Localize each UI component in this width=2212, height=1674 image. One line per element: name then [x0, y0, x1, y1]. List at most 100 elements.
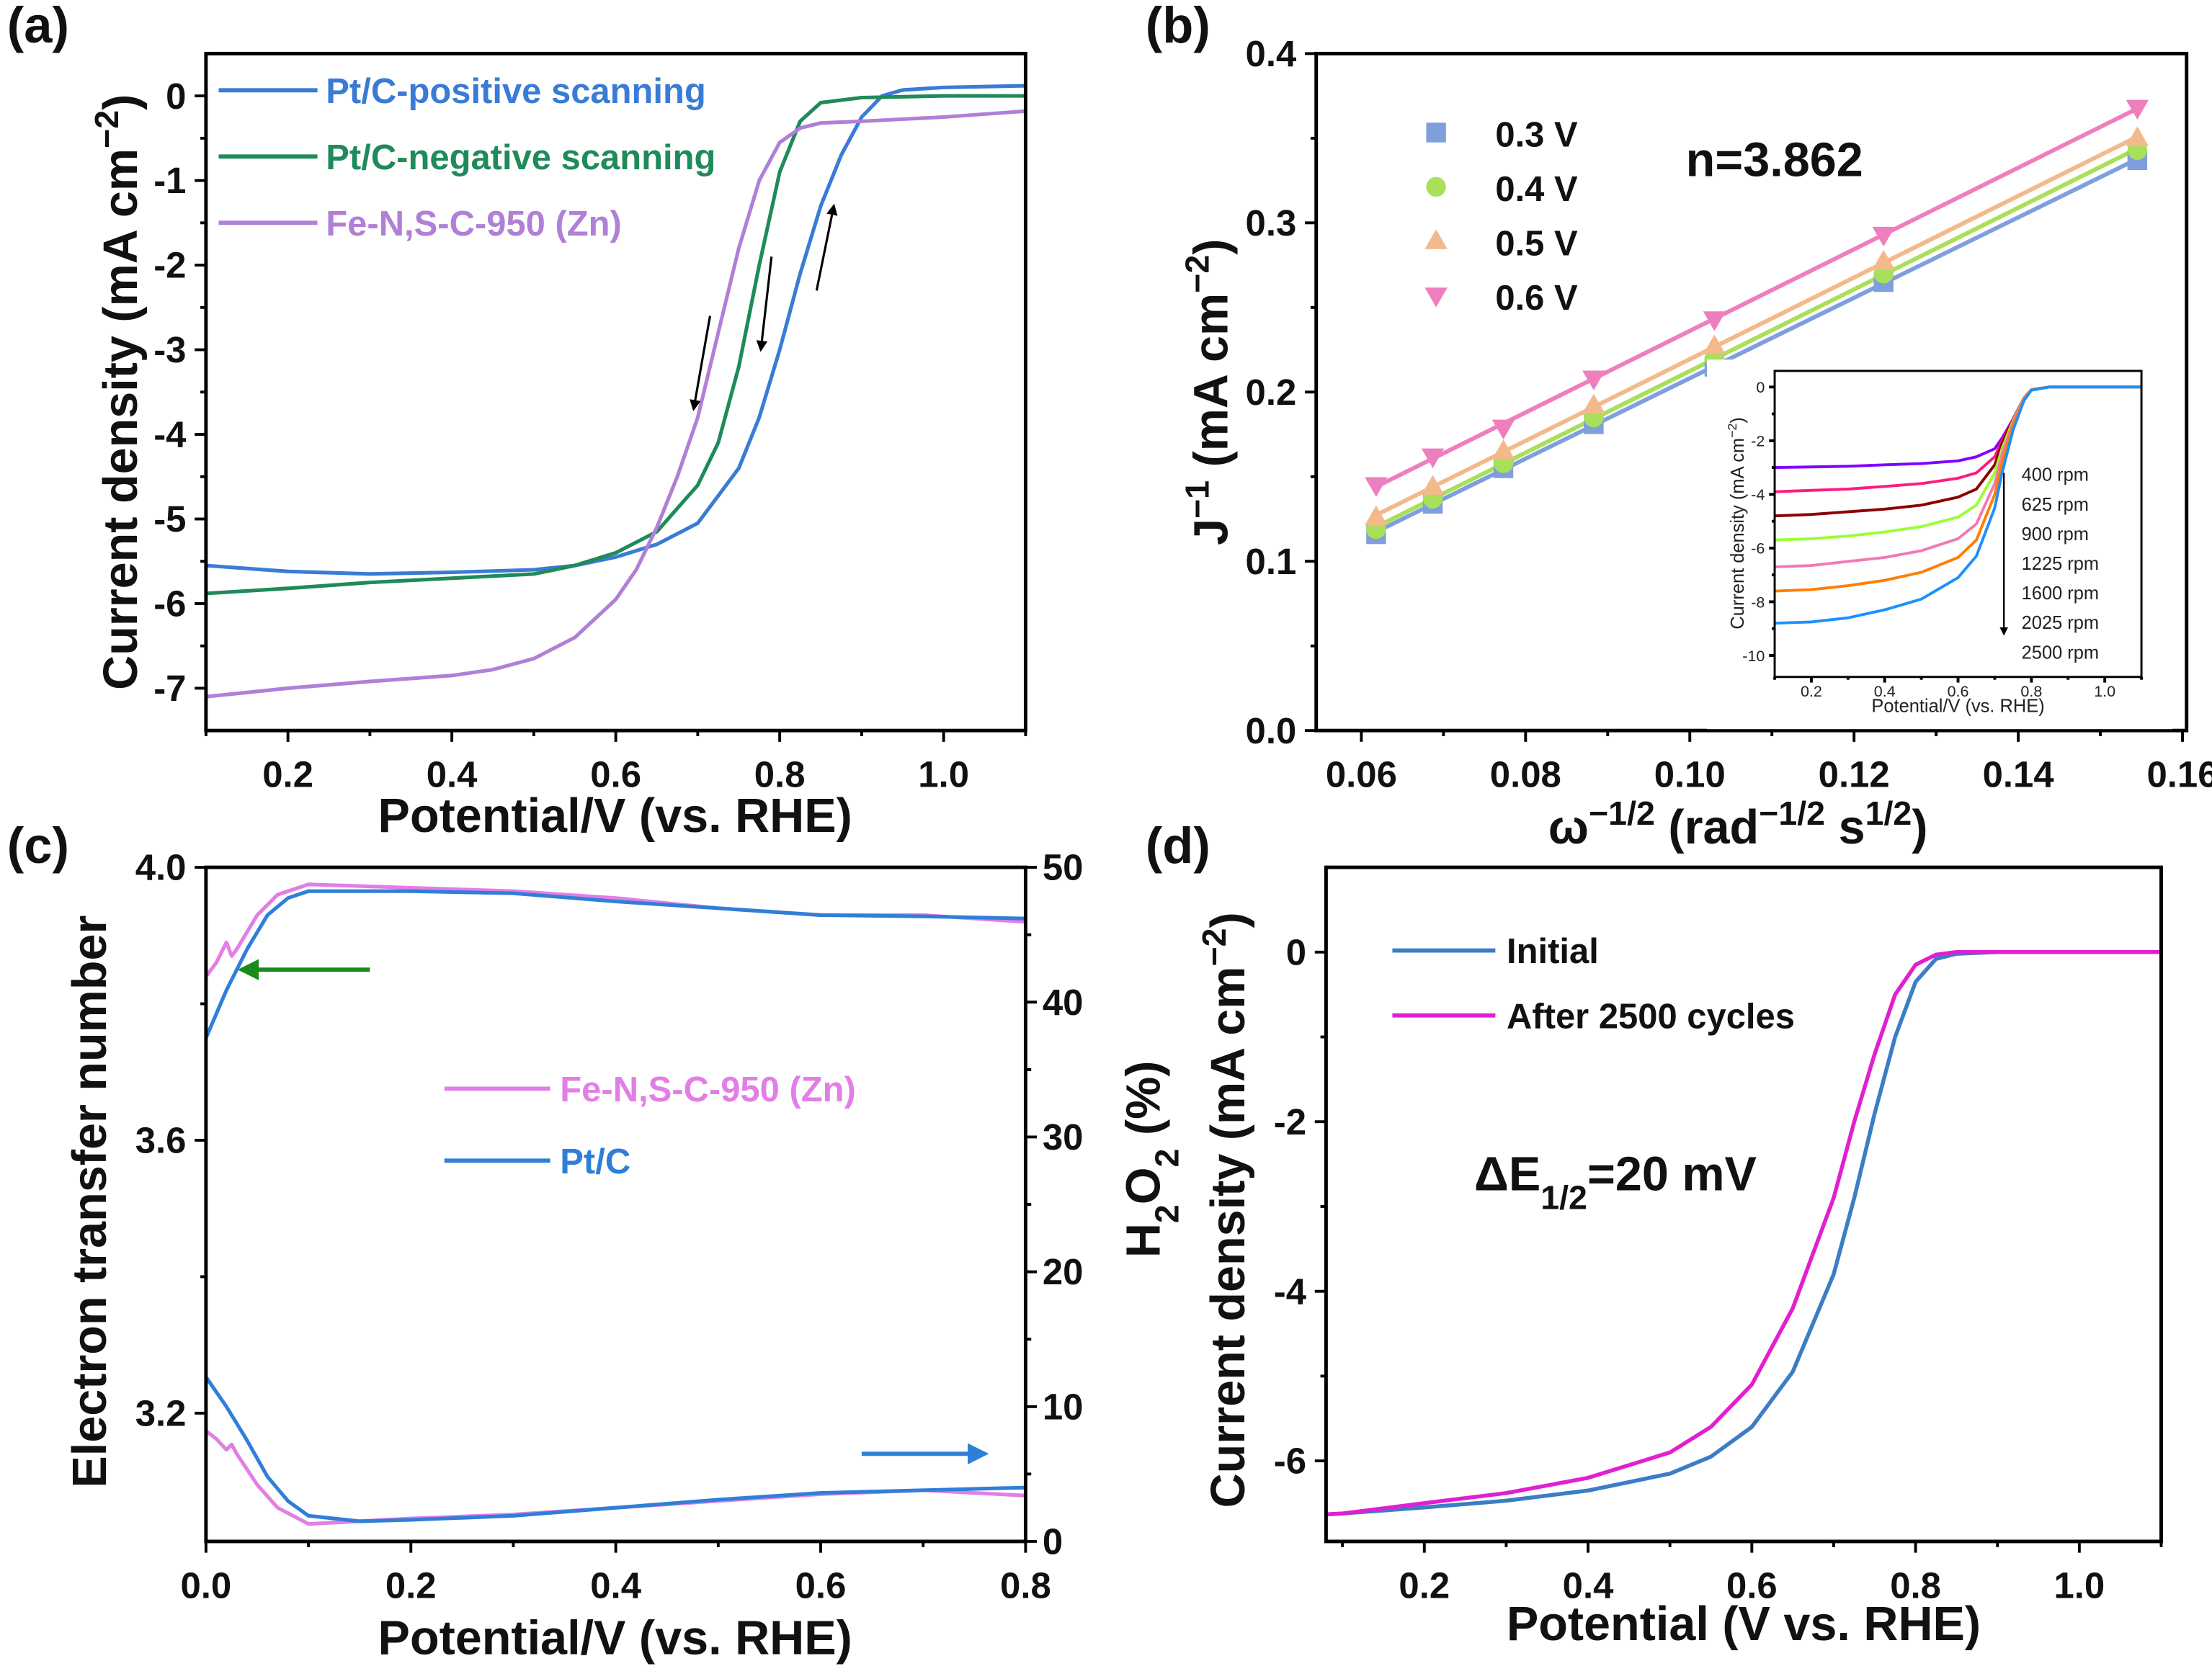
circle-marker: [1426, 176, 1446, 197]
x-tick-label: 0.2: [1801, 683, 1822, 700]
y-tick-label: 0.3: [1246, 202, 1297, 243]
x-axis-label-part: 1/2: [1865, 795, 1912, 832]
x-tick-label: 0.6: [795, 1565, 847, 1606]
x-tick-label: 0.4: [1874, 683, 1896, 700]
y-tick-label: 0: [1286, 931, 1306, 972]
y-tick-label: 0.4: [1246, 33, 1297, 74]
series-line: [204, 889, 1026, 1039]
panel-b: (b) 0.06 0.08 0.10 0.12 0.14 0.16 0.0 0.1 0.2 0.3 0…: [1146, 0, 2212, 854]
panel-label: (a): [7, 0, 69, 53]
triangle-up-marker: [2126, 126, 2149, 146]
y-tick-label: 0: [166, 76, 186, 117]
triangle-up-marker: [1491, 439, 1515, 460]
x-tick-label: 0.12: [1819, 753, 1890, 795]
y-tick-label: 3.2: [135, 1393, 187, 1434]
x-tick-label: 0.0: [180, 1565, 231, 1606]
x-tick-label: 1.0: [2094, 683, 2115, 700]
x-tick-label: 0.6: [590, 753, 641, 795]
x-tick-label: 0.8: [2020, 683, 2042, 700]
x-tick-label: 0.14: [1983, 753, 2055, 795]
x-tick-label: 0.8: [1890, 1565, 1941, 1606]
y-axis-label-part: Electron transfer number: [63, 916, 117, 1488]
inset-x-axis-label: Potential/V (vs. RHE): [1871, 697, 2044, 717]
x-axis-label-part: s: [1825, 801, 1865, 854]
legend-item: 0.5 V: [1424, 224, 1578, 263]
series-line: [204, 882, 1026, 978]
series-line: [205, 94, 1026, 596]
triangle-up-marker: [1582, 393, 1605, 414]
y-axis-label-part: Current density (mA cm: [94, 148, 148, 690]
panel-label: (b): [1146, 0, 1210, 53]
legend-item: Pt/C: [444, 1142, 630, 1181]
triangle-up-marker: [1424, 229, 1448, 249]
triangle-down-marker: [1424, 287, 1448, 308]
series-line: [205, 1429, 1026, 1526]
y-tick-label: 3.6: [135, 1120, 187, 1161]
y-tick-label: -2: [1751, 433, 1765, 450]
delta-e-half-annotation: ΔE1/2=20 mV: [1474, 1147, 1757, 1216]
delta-e-half-annotation-part: =20 mV: [1587, 1147, 1757, 1201]
y-tick-label: -4: [153, 414, 187, 455]
triangle-up-marker: [1365, 505, 1388, 526]
square-marker: [1426, 122, 1446, 143]
y-tick-label: -6: [1274, 1441, 1306, 1482]
y-axis-label-part: −1: [1178, 480, 1216, 519]
y-axis-label: Current density (mA cm−2): [88, 94, 148, 690]
triangle-down-marker: [1365, 477, 1388, 497]
y-tick-label: -8: [1751, 594, 1765, 611]
legend-label: Fe-N,S-C-950 (Zn): [326, 205, 622, 243]
y-tick-label: -6: [1751, 540, 1765, 558]
scan-direction-arrow: [690, 315, 711, 411]
x-tick-label: 0.2: [385, 1565, 437, 1606]
x-tick-label: 0.2: [262, 753, 313, 795]
x-axis-label-part: Potential (V vs. RHE): [1507, 1598, 1981, 1651]
y-tick-label: 10: [1043, 1386, 1084, 1427]
x-tick-label: 0.08: [1490, 753, 1561, 795]
x-axis-label-part: Potential/V (vs. RHE): [378, 789, 852, 843]
y-tick-label: -10: [1742, 648, 1765, 665]
scan-direction-arrow: [815, 203, 838, 291]
series-line: [204, 1376, 1026, 1523]
triangle-down-marker: [1421, 448, 1445, 469]
x-axis-label: Potential (V vs. RHE): [1507, 1598, 1981, 1651]
x-tick-label: 0.4: [427, 753, 478, 795]
delta-e-half-annotation-part: 1/2: [1540, 1178, 1587, 1216]
legend-label: 0.6 V: [1495, 279, 1578, 318]
x-axis-label: ω−1/2 (rad−1/2 s1/2): [1548, 795, 1928, 854]
triangle-up-marker: [1703, 334, 1726, 354]
inset-y-axis-label: Current density (mA cm−2): [1725, 417, 1748, 630]
inset-legend-label: 1225 rpm: [2022, 554, 2099, 574]
x-tick-label: 0.16: [2147, 753, 2212, 795]
x-axis-label: Potential/V (vs. RHE): [378, 789, 852, 843]
y-tick-label: 0.0: [1246, 710, 1297, 751]
x-tick-label: 0.06: [1326, 753, 1397, 795]
legend-item: Fe-N,S-C-950 (Zn): [218, 205, 622, 243]
right-y-axis-label-part: 2: [1148, 1149, 1185, 1168]
series-line: [1326, 950, 2162, 1517]
y-tick-label: 0: [1043, 1521, 1063, 1562]
right-y-axis-label-part: (%): [1117, 1061, 1170, 1149]
legend-item: Pt/C-negative scanning: [218, 138, 715, 177]
legend-label: Pt/C-negative scanning: [326, 138, 715, 177]
x-tick-label: 0.4: [590, 1565, 641, 1606]
y-axis-label-part: ): [94, 94, 148, 110]
x-axis-label-part: Potential/V (vs. RHE): [378, 1612, 852, 1665]
legend-label: 0.4 V: [1495, 170, 1578, 209]
delta-e-half-annotation-part: ΔE: [1474, 1147, 1540, 1201]
x-axis-label-part: ): [1912, 801, 1927, 854]
legend-label: Initial: [1507, 932, 1599, 971]
panel-a: (a) 0.2 0.4 0.6 0.8 1.0 0 -1 -2 -3 -4 -5 -6 -7 Potenti…: [7, 0, 1027, 843]
triangle-up-marker: [1421, 475, 1445, 495]
x-tick-label: 0.8: [1000, 1565, 1051, 1606]
x-tick-label: 0.2: [1399, 1565, 1450, 1606]
x-tick-label: 1.0: [2053, 1565, 2105, 1606]
y-axis-label-part: (mA cm: [1185, 293, 1238, 480]
y-tick-label: -6: [153, 583, 186, 625]
legend-item: After 2500 cycles: [1392, 997, 1795, 1036]
x-axis-label-part: −1/2: [1759, 795, 1825, 832]
legend-item: 0.4 V: [1426, 170, 1578, 209]
panel-label: (d): [1146, 817, 1210, 874]
y-tick-label: 0: [1756, 379, 1765, 396]
panel-d: (d) 0.2 0.4 0.6 0.8 1.0 0 -2 -4 -6 Potential (V vs…: [1146, 817, 2163, 1651]
